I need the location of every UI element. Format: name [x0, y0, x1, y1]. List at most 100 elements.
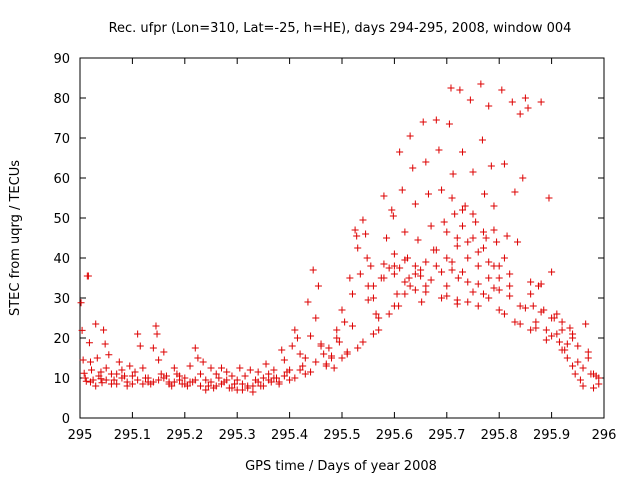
- data-point: [524, 104, 532, 112]
- data-point: [464, 298, 472, 306]
- data-point: [405, 274, 413, 282]
- data-point: [254, 368, 262, 376]
- chart-title: Rec. ufpr (Lon=310, Lat=-25, h=HE), days…: [109, 21, 572, 36]
- data-point: [217, 380, 225, 388]
- data-point: [481, 190, 489, 198]
- data-point: [474, 280, 482, 288]
- data-point: [519, 174, 527, 182]
- data-point: [249, 382, 257, 390]
- data-point: [186, 378, 194, 386]
- data-point: [537, 98, 545, 106]
- data-point: [414, 236, 422, 244]
- data-point: [170, 378, 178, 386]
- data-points: [77, 80, 603, 396]
- data-point: [134, 376, 142, 384]
- data-point: [469, 234, 477, 242]
- data-point: [330, 364, 338, 372]
- data-point: [375, 326, 383, 334]
- data-point: [390, 270, 398, 278]
- data-point: [427, 276, 435, 284]
- data-point: [204, 382, 212, 390]
- data-point: [197, 382, 205, 390]
- data-point: [569, 334, 577, 342]
- data-point: [464, 254, 472, 262]
- data-point: [155, 356, 163, 364]
- data-point: [291, 326, 299, 334]
- data-point: [401, 278, 409, 286]
- data-point: [97, 375, 105, 383]
- data-point: [128, 372, 136, 380]
- data-point: [443, 282, 451, 290]
- data-point: [553, 330, 561, 338]
- data-point: [406, 282, 414, 290]
- data-point: [490, 202, 498, 210]
- data-point: [548, 268, 556, 276]
- data-point: [88, 366, 96, 374]
- data-point: [590, 384, 598, 392]
- data-point: [369, 294, 377, 302]
- data-point: [186, 362, 194, 370]
- data-point: [459, 148, 467, 156]
- data-point: [448, 266, 456, 274]
- data-point: [411, 286, 419, 294]
- data-point: [176, 372, 184, 380]
- data-point: [438, 294, 446, 302]
- data-point: [217, 364, 225, 372]
- data-point: [516, 320, 524, 328]
- data-point: [563, 340, 571, 348]
- data-point: [139, 380, 147, 388]
- data-point: [102, 364, 110, 372]
- data-point: [157, 370, 165, 378]
- data-point: [485, 294, 493, 302]
- data-point: [482, 234, 490, 242]
- y-tick-label: 80: [53, 92, 70, 107]
- data-point: [506, 282, 514, 290]
- data-point: [335, 338, 343, 346]
- data-point: [500, 254, 508, 262]
- x-tick-label: 295.6: [376, 428, 413, 443]
- data-point: [582, 320, 590, 328]
- data-point: [396, 264, 404, 272]
- data-point: [469, 168, 477, 176]
- data-point: [346, 274, 354, 282]
- data-point: [259, 382, 267, 390]
- data-point: [485, 274, 493, 282]
- data-point: [422, 158, 430, 166]
- data-point: [207, 364, 215, 372]
- data-point: [459, 268, 467, 276]
- data-point: [566, 324, 574, 332]
- data-point: [521, 304, 529, 312]
- data-point: [474, 302, 482, 310]
- data-point: [362, 230, 370, 238]
- y-axis-label: STEC from uqrg / TECUs: [8, 160, 23, 316]
- data-point: [459, 222, 467, 230]
- data-point: [432, 262, 440, 270]
- data-point: [92, 320, 100, 328]
- data-point: [353, 232, 361, 240]
- data-point: [537, 280, 545, 288]
- data-point: [527, 326, 535, 334]
- y-tick-label: 40: [53, 252, 70, 267]
- data-point: [537, 308, 545, 316]
- data-point: [244, 384, 252, 392]
- data-point: [348, 290, 356, 298]
- data-point: [424, 190, 432, 198]
- data-point: [354, 244, 362, 252]
- data-point: [448, 194, 456, 202]
- data-point: [563, 354, 571, 362]
- data-point: [233, 386, 241, 394]
- data-point: [453, 300, 461, 308]
- y-tick-label: 20: [53, 332, 70, 347]
- data-point: [453, 234, 461, 242]
- data-point: [542, 326, 550, 334]
- data-point: [223, 376, 231, 384]
- data-point: [466, 96, 474, 104]
- data-point: [508, 98, 516, 106]
- data-point: [98, 379, 106, 387]
- data-point: [506, 270, 514, 278]
- data-point: [77, 299, 85, 307]
- data-point: [228, 372, 236, 380]
- data-point: [579, 364, 587, 372]
- data-point: [590, 370, 598, 378]
- data-point: [249, 388, 257, 396]
